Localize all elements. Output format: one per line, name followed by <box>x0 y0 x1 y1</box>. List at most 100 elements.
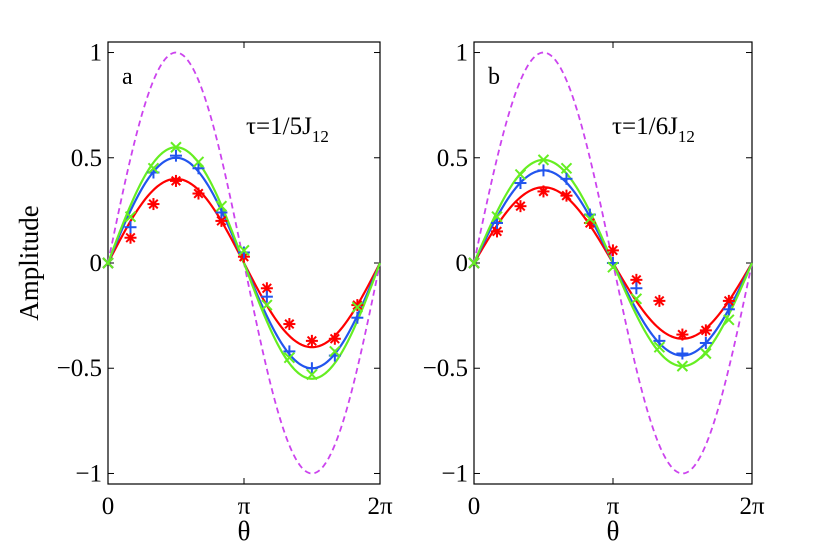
panel-label: a <box>122 64 133 90</box>
marker-blue <box>169 149 182 162</box>
y-tick-label: −0.5 <box>57 355 102 382</box>
marker-stroke <box>676 360 689 372</box>
marker-red <box>560 189 573 202</box>
marker-green <box>491 210 503 223</box>
tau-annotation: τ=1/6J12 <box>612 113 695 146</box>
y-tick-label: −0.5 <box>423 355 468 382</box>
x-axis-label: θ <box>607 516 620 546</box>
marker-red <box>606 244 619 257</box>
marker-stroke <box>631 274 642 285</box>
y-tick-label: 0 <box>90 250 103 277</box>
marker-stroke <box>491 210 503 223</box>
marker-green <box>238 244 250 257</box>
marker-stroke <box>584 213 596 225</box>
marker-red <box>676 328 689 341</box>
marker-red <box>124 231 137 244</box>
marker-blue <box>560 172 573 185</box>
marker-stroke <box>329 345 341 358</box>
marker-stroke <box>329 333 340 344</box>
marker-stroke <box>102 257 114 269</box>
marker-green-origin <box>468 257 480 269</box>
marker-stroke <box>607 245 618 256</box>
marker-red <box>283 318 296 331</box>
panel-label: b <box>488 64 500 90</box>
marker-stroke <box>700 347 712 360</box>
marker-stroke <box>124 210 137 223</box>
marker-blue <box>653 334 666 347</box>
marker-red <box>192 187 205 200</box>
marker-red <box>147 198 160 211</box>
marker-blue <box>491 217 504 230</box>
marker-blue <box>305 362 318 375</box>
marker-stroke <box>306 335 317 346</box>
marker-green <box>147 162 160 174</box>
marker-stroke <box>492 226 503 237</box>
marker-green <box>560 162 573 174</box>
marker-blue <box>699 336 712 349</box>
marker-stroke <box>468 257 480 269</box>
tau-annotation-subscript: 12 <box>312 127 329 146</box>
x-tick-label: π <box>238 493 251 520</box>
marker-green <box>676 360 689 372</box>
marker-green <box>261 299 273 311</box>
marker-stroke <box>261 283 272 294</box>
y-tick-label: 0 <box>456 250 469 277</box>
y-tick-label: 0.5 <box>437 145 468 172</box>
marker-red <box>514 200 527 213</box>
marker-green <box>653 341 666 353</box>
marker-red <box>653 294 666 307</box>
marker-stroke <box>723 314 735 326</box>
marker-stroke <box>284 319 295 330</box>
marker-stroke <box>352 300 363 311</box>
marker-stroke <box>170 175 181 186</box>
marker-blue <box>260 290 273 303</box>
marker-stroke <box>630 293 643 305</box>
marker-stroke <box>261 299 273 311</box>
marker-red <box>305 334 318 347</box>
marker-green <box>215 200 228 212</box>
marker-blue <box>514 177 527 190</box>
x-tick-label: 2π <box>739 493 765 520</box>
x-tick-label: 2π <box>367 493 393 520</box>
marker-stroke <box>677 329 688 340</box>
tau-annotation-main: τ=1/5J <box>246 113 312 140</box>
marker-blue <box>192 162 205 175</box>
marker-stroke <box>170 141 182 153</box>
tau-annotation: τ=1/5J12 <box>246 113 329 146</box>
marker-green <box>170 141 182 153</box>
marker-stroke <box>193 188 204 199</box>
marker-green <box>630 293 643 305</box>
marker-red <box>328 332 341 345</box>
marker-blue <box>676 347 689 360</box>
y-tick-label: −1 <box>75 460 102 487</box>
marker-stroke <box>192 156 205 168</box>
marker-green <box>124 210 137 223</box>
marker-red <box>699 324 712 337</box>
marker-stroke <box>700 325 711 336</box>
marker-green <box>584 213 596 225</box>
marker-blue <box>215 206 228 219</box>
marker-green <box>306 368 318 381</box>
marker-green <box>700 347 712 360</box>
marker-stroke <box>283 352 296 364</box>
marker-stroke <box>148 199 159 210</box>
marker-stroke <box>538 186 549 197</box>
marker-green <box>351 301 364 313</box>
marker-green <box>329 345 341 358</box>
marker-blue <box>124 221 137 234</box>
marker-stroke <box>215 200 228 212</box>
x-tick-label: 0 <box>468 493 481 520</box>
y-tick-label: −1 <box>441 460 468 487</box>
marker-red <box>537 185 550 198</box>
marker-stroke <box>515 201 526 212</box>
marker-blue <box>237 246 250 259</box>
marker-green <box>607 261 619 273</box>
y-tick-label: 0.5 <box>71 145 102 172</box>
marker-stroke <box>537 154 550 166</box>
marker-stroke <box>147 162 160 174</box>
marker-stroke <box>607 261 619 273</box>
marker-green <box>514 168 527 181</box>
